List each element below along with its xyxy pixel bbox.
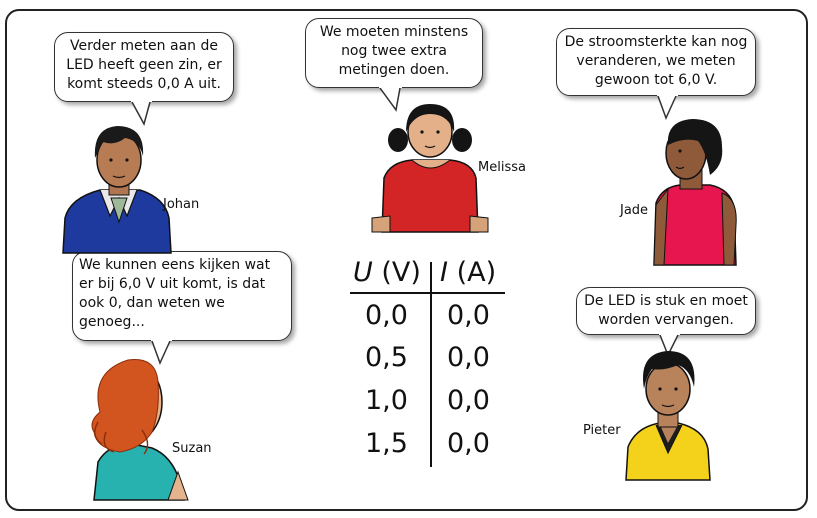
bubble-line: We moeten minstens [319,24,469,40]
name-johan: Johan [163,197,200,212]
table-header-u: U (V) [353,257,421,288]
johan-figure [62,126,172,254]
table-cell-u: 1,0 [365,385,408,416]
bubble-line: worden vervangen. [598,312,734,328]
bubble-line: We kunnen eens kijken wat [79,257,271,273]
unit-i: (A) [456,257,497,288]
bubble-line: nog twee extra [341,43,447,59]
bubble-line: LED heeft geen zin, er [66,57,222,73]
table-cell-u: 0,5 [365,342,408,373]
speech-tail-johan [131,98,152,126]
bubble-line: De LED is stuk en moet [584,293,748,309]
bubble-line: Verder meten aan de [70,38,218,54]
symbol-i: I [440,257,448,288]
melissa-figure [371,104,489,233]
bubble-line: veranderen, we meten [576,53,736,69]
table-cell-u: 0,0 [365,300,408,331]
bubble-line: ook 0, dan weten we [79,295,225,311]
table-header-i: I (A) [440,257,496,288]
speech-tail-jade [657,92,678,120]
table-cell-i: 0,0 [447,428,490,459]
name-suzan: Suzan [172,441,212,456]
bubble-line: gewoon tot 6,0 V. [594,72,718,88]
name-melissa: Melissa [478,160,526,175]
jade-figure [653,119,737,266]
suzan-figure [91,358,189,501]
table-column-divider [430,262,432,467]
bubble-line: metingen doen. [338,62,450,78]
bubble-line: komt steeds 0,0 A uit. [67,76,221,92]
speech-tail-melissa [379,84,402,112]
table-header-divider [350,292,505,294]
bubble-line: De stroomsterkte kan nog [564,34,748,50]
measurement-table: U (V) I (A) 0,0 0,0 0,5 0,0 1,0 0,0 1,5 … [345,257,510,472]
name-pieter: Pieter [583,423,621,438]
bubble-line: genoeg... [79,314,145,330]
speech-bubble-johan: Verder meten aan de LED heeft geen zin, … [54,32,234,102]
speech-bubble-suzan: We kunnen eens kijken wat er bij 6,0 V u… [72,251,292,341]
table-cell-i: 0,0 [447,342,490,373]
table-cell-i: 0,0 [447,300,490,331]
pieter-figure [625,351,711,481]
table-cell-i: 0,0 [447,385,490,416]
bubble-line: er bij 6,0 V uit komt, is dat [79,276,266,292]
name-jade: Jade [620,203,649,218]
speech-bubble-pieter: De LED is stuk en moet worden vervangen. [576,287,756,335]
symbol-u: U [353,257,373,288]
speech-bubble-jade: De stroomsterkte kan nog veranderen, we … [556,28,756,96]
unit-u: (V) [381,257,421,288]
speech-tail-suzan [151,337,172,365]
speech-bubble-melissa: We moeten minstens nog twee extra meting… [305,18,483,88]
table-cell-u: 1,5 [365,428,408,459]
